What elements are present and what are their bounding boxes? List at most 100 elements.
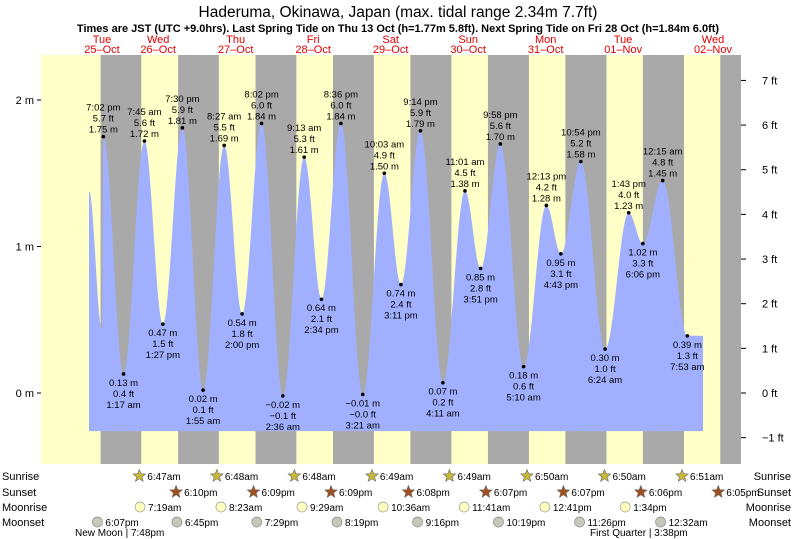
tide-point <box>463 189 467 193</box>
day-date: 26–Oct <box>140 44 175 56</box>
tide-m: 0.74 m <box>386 289 415 300</box>
tide-point <box>626 211 631 215</box>
right-edge-bar <box>734 55 741 464</box>
tide-ft: 4.8 ft <box>652 158 673 169</box>
chart-subtitle: Times are JST (UTC +9.0hrs). Last Spring… <box>77 23 719 35</box>
moonset-icon <box>251 516 263 528</box>
tide-point <box>382 171 387 176</box>
moonrise-icon <box>458 501 470 513</box>
tide-point <box>579 159 583 164</box>
right-tick-label: 5 ft <box>762 165 777 177</box>
sunset-icon <box>324 484 338 498</box>
tide-m: −0.02 m <box>265 400 300 411</box>
tide-m: 0.47 m <box>148 328 177 339</box>
day-date: 02–Nov <box>694 44 732 56</box>
row-label-left: Moonrise <box>2 502 47 514</box>
tide-ft: 5.5 ft <box>214 122 235 133</box>
sunrise-icon <box>132 468 147 482</box>
tide-ft: 2.1 ft <box>311 314 332 325</box>
tide-point <box>240 312 244 316</box>
day-of-week: Mon <box>535 34 556 46</box>
moonrise-icon <box>539 501 551 513</box>
tide-m: 0.02 m <box>189 394 218 405</box>
day-date: 25–Oct <box>84 44 119 56</box>
tide-time: 9:58 pm <box>483 110 517 121</box>
tide-point <box>121 372 126 376</box>
day-of-week: Fri <box>307 34 320 46</box>
tide-ft: 3.3 ft <box>632 259 653 270</box>
tide-point <box>360 392 365 397</box>
moonset-icon <box>92 516 103 528</box>
right-tick-label: 4 ft <box>762 209 777 221</box>
tide-m: 0.07 m <box>428 387 457 398</box>
moonset-icon <box>493 516 504 528</box>
tide-point <box>641 241 645 246</box>
night-band <box>720 55 734 464</box>
sunrise-icon <box>442 468 457 482</box>
tide-ft: 1.3 ft <box>677 351 698 362</box>
tide-ft: 5.9 ft <box>172 105 193 116</box>
tide-time: 4:11 am <box>426 409 460 420</box>
sunset-time: 6:08pm <box>416 488 449 499</box>
tide-ft: 6.0 ft <box>330 100 351 111</box>
tide-m: 0.13 m <box>109 378 138 389</box>
day-labels: Tue25–OctWed26–OctThu27–OctFri28–OctSat2… <box>84 34 732 56</box>
tide-time: 7:45 am <box>127 107 161 118</box>
day-of-week: Tue <box>614 34 633 46</box>
tide-point <box>161 322 165 326</box>
tide-ft: 1.8 ft <box>232 329 253 340</box>
moonset-time: 10:19pm <box>506 518 545 529</box>
left-tick-label: 2 m <box>16 95 34 107</box>
tide-point <box>478 266 483 271</box>
tide-ft: 0.6 ft <box>513 382 534 393</box>
sunset-icon <box>711 484 726 498</box>
sunrise-time: 6:49am <box>380 472 413 483</box>
tide-time: 3:21 am <box>346 420 380 431</box>
tide-ft: 2.4 ft <box>390 300 411 311</box>
moonrise-icon <box>296 501 308 513</box>
tide-time: 6:24 am <box>588 375 622 386</box>
sunrise-time: 6:49am <box>457 472 490 483</box>
tide-time: 4:43 pm <box>544 280 578 291</box>
tide-ft: −0.1 ft <box>269 411 296 422</box>
tide-m: 1.23 m <box>614 201 643 212</box>
tide-ft: 4.9 ft <box>374 150 395 161</box>
tide-m: 1.38 m <box>450 179 479 190</box>
tide-m: 1.70 m <box>486 132 515 143</box>
left-tick-label: 1 m <box>16 242 34 254</box>
day-of-week: Wed <box>702 34 724 46</box>
tide-time: 1:17 am <box>106 400 140 411</box>
day-of-week: Sun <box>458 34 478 46</box>
tide-m: 1.75 m <box>89 125 118 136</box>
day-date: 01–Nov <box>604 44 642 56</box>
tide-time: 3:51 pm <box>463 294 497 305</box>
right-tick-label: 1 ft <box>762 343 777 355</box>
tide-time: 9:13 am <box>287 123 321 134</box>
tide-point <box>544 203 549 208</box>
row-label-right: Sunrise <box>754 471 791 483</box>
moonset-time: 6:07pm <box>105 518 138 529</box>
right-tick-label: 0 ft <box>762 388 777 400</box>
tide-point <box>222 143 226 148</box>
sunset-time: 6:07pm <box>494 488 527 499</box>
tide-curve-area <box>89 123 703 432</box>
tide-ft: 4.0 ft <box>618 190 639 201</box>
moonset-time: 6:45pm <box>185 518 218 529</box>
moonset-icon <box>655 516 666 528</box>
sunset-icon <box>246 484 261 498</box>
row-label-right: Moonrise <box>746 502 791 514</box>
moonset-icon <box>331 516 343 528</box>
moonset-time: 8:19pm <box>345 518 378 529</box>
tide-time: 12:15 am <box>643 147 683 158</box>
tide-point <box>201 388 205 392</box>
tide-m: 0.85 m <box>466 272 495 283</box>
sunrise-icon <box>287 468 302 482</box>
sunset-icon <box>633 484 648 498</box>
sunset-icon <box>401 484 416 498</box>
row-label-left: Sunrise <box>2 471 39 483</box>
right-tick-label: −1 ft <box>762 433 784 445</box>
sunrise-time: 6:50am <box>535 472 568 483</box>
day-of-week: Wed <box>147 34 169 46</box>
tide-time: 2:36 am <box>266 422 300 433</box>
tide-time: 8:36 pm <box>324 89 358 100</box>
